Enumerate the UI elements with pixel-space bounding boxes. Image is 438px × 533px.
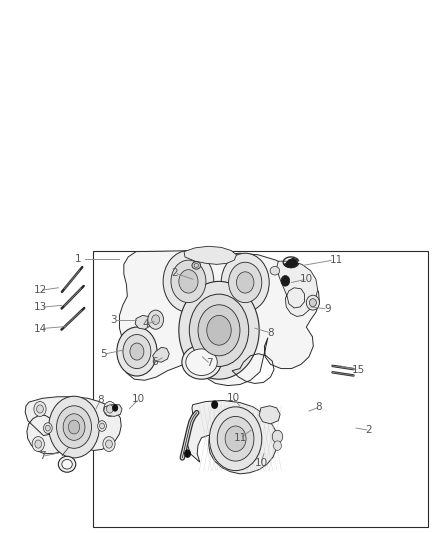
Circle shape <box>148 310 163 329</box>
Text: 15: 15 <box>352 365 365 375</box>
Circle shape <box>32 437 44 451</box>
Polygon shape <box>120 251 319 385</box>
Circle shape <box>63 414 85 440</box>
Circle shape <box>272 430 283 443</box>
Circle shape <box>49 396 99 458</box>
Text: 7: 7 <box>206 358 213 368</box>
Circle shape <box>112 404 118 411</box>
Text: 2: 2 <box>365 425 372 435</box>
Circle shape <box>117 327 157 376</box>
Circle shape <box>217 416 254 461</box>
Ellipse shape <box>58 456 76 472</box>
Circle shape <box>106 440 112 448</box>
Ellipse shape <box>62 459 72 469</box>
Circle shape <box>189 294 249 367</box>
Circle shape <box>68 420 80 434</box>
Circle shape <box>207 316 231 345</box>
Text: 9: 9 <box>324 304 331 314</box>
Text: 10: 10 <box>132 394 145 405</box>
Circle shape <box>211 400 218 409</box>
Text: 13: 13 <box>33 302 46 312</box>
Text: 8: 8 <box>97 395 103 406</box>
Text: 3: 3 <box>110 314 117 325</box>
Text: 5: 5 <box>100 349 107 359</box>
Ellipse shape <box>186 349 217 375</box>
Text: 14: 14 <box>33 324 46 334</box>
Text: 8: 8 <box>267 328 274 338</box>
Ellipse shape <box>192 262 201 269</box>
Polygon shape <box>25 397 121 454</box>
Polygon shape <box>135 316 151 329</box>
Circle shape <box>209 407 262 471</box>
Circle shape <box>184 449 191 458</box>
Text: 11: 11 <box>234 433 247 443</box>
Text: 12: 12 <box>33 286 46 295</box>
Ellipse shape <box>194 264 198 267</box>
Text: 4: 4 <box>142 319 149 329</box>
Circle shape <box>179 270 198 293</box>
Circle shape <box>274 441 282 450</box>
Circle shape <box>123 335 151 368</box>
Bar <box>93 251 427 527</box>
Circle shape <box>37 405 43 413</box>
Polygon shape <box>152 348 169 362</box>
Ellipse shape <box>309 298 316 306</box>
Circle shape <box>171 260 206 303</box>
Circle shape <box>35 440 42 448</box>
Circle shape <box>43 423 52 433</box>
Circle shape <box>99 423 104 429</box>
Circle shape <box>98 421 106 431</box>
Circle shape <box>179 281 259 379</box>
Circle shape <box>130 343 144 360</box>
Text: 10: 10 <box>226 393 240 403</box>
Circle shape <box>103 437 115 451</box>
Circle shape <box>46 425 50 431</box>
Circle shape <box>225 426 246 451</box>
Polygon shape <box>285 259 297 268</box>
Text: 11: 11 <box>329 255 343 264</box>
Polygon shape <box>259 406 280 424</box>
Text: 2: 2 <box>171 268 178 278</box>
Polygon shape <box>184 246 237 264</box>
Circle shape <box>237 272 254 293</box>
Text: 7: 7 <box>39 451 46 461</box>
Circle shape <box>229 262 262 303</box>
Ellipse shape <box>306 295 319 310</box>
Text: 8: 8 <box>315 402 322 413</box>
Polygon shape <box>187 400 278 474</box>
Circle shape <box>163 251 214 312</box>
Ellipse shape <box>270 266 280 275</box>
Text: 1: 1 <box>75 254 82 263</box>
Text: 6: 6 <box>151 357 158 367</box>
Text: 10: 10 <box>300 274 313 284</box>
Polygon shape <box>277 261 318 317</box>
Circle shape <box>106 405 113 413</box>
Polygon shape <box>104 405 122 416</box>
Circle shape <box>281 276 290 286</box>
Circle shape <box>198 305 240 356</box>
Circle shape <box>57 406 92 448</box>
Ellipse shape <box>182 345 221 379</box>
Circle shape <box>152 315 159 325</box>
Text: 10: 10 <box>254 458 268 468</box>
Circle shape <box>104 401 116 416</box>
Circle shape <box>34 401 46 416</box>
Circle shape <box>221 253 269 312</box>
